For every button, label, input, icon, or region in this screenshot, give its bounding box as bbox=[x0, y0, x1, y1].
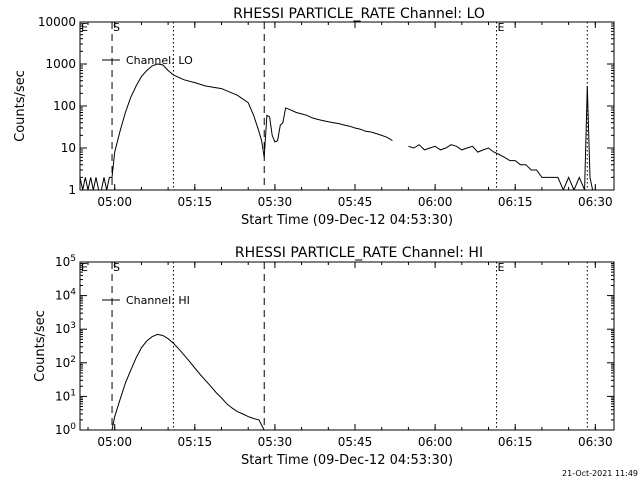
series-line-0-segment-0 bbox=[111, 333, 265, 430]
y-tick-label: 101 bbox=[55, 388, 76, 403]
legend-label: Channel: LO bbox=[126, 54, 193, 67]
y-axis-label: Counts/sec bbox=[13, 70, 28, 142]
x-axis-label: Start Time (09-Dec-12 04:53:30) bbox=[241, 453, 453, 468]
y-tick-label: 105 bbox=[55, 254, 76, 269]
timestamp-footer: 21-Oct-2021 11:49 bbox=[562, 469, 638, 478]
x-tick-label: 05:15 bbox=[178, 435, 213, 449]
x-tick-label: 05:45 bbox=[338, 195, 373, 209]
x-tick-label: 05:00 bbox=[97, 195, 132, 209]
x-tick-label: 06:30 bbox=[578, 435, 613, 449]
x-tick-label: 05:00 bbox=[97, 435, 132, 449]
x-tick-label: 06:15 bbox=[498, 435, 533, 449]
x-tick-label: 05:15 bbox=[178, 195, 213, 209]
x-tick-label: 06:00 bbox=[418, 435, 453, 449]
y-tick-label: 1 bbox=[68, 183, 76, 197]
y-tick-label: 10000 bbox=[38, 15, 76, 29]
x-axis-label: Start Time (09-Dec-12 04:53:30) bbox=[241, 213, 453, 228]
event-marker-label: E bbox=[498, 261, 505, 274]
y-tick-label: 1000 bbox=[45, 57, 76, 71]
x-tick-label: 06:15 bbox=[498, 195, 533, 209]
y-tick-label: 100 bbox=[53, 99, 76, 113]
event-marker-label: E bbox=[498, 21, 505, 34]
lo-channel-plot: RHESSI PARTICLE_RATE Channel: LO 05:00 05:… bbox=[13, 6, 615, 228]
plot-frame bbox=[79, 261, 615, 431]
y-tick-label: 100 bbox=[55, 422, 76, 437]
event-marker-label: E bbox=[81, 21, 88, 34]
x-tick-label: 05:45 bbox=[338, 435, 373, 449]
y-tick-label: 103 bbox=[55, 321, 76, 336]
event-marker-label: E bbox=[81, 261, 88, 274]
x-tick-label: 05:30 bbox=[258, 435, 293, 449]
event-marker-label: S bbox=[113, 261, 120, 274]
chart-title: RHESSI PARTICLE_RATE Channel: LO bbox=[233, 6, 485, 22]
hi-channel-plot: RHESSI PARTICLE_RATE Channel: HI 05:00 05:… bbox=[33, 245, 615, 468]
series-line-0-segment-1 bbox=[408, 85, 594, 190]
chart-title: RHESSI PARTICLE_RATE Channel: HI bbox=[235, 245, 483, 261]
x-tick-label: 05:30 bbox=[258, 195, 293, 209]
x-tick-label: 06:30 bbox=[578, 195, 613, 209]
y-axis-label: Counts/sec bbox=[33, 310, 48, 382]
x-tick-label: 06:00 bbox=[418, 195, 453, 209]
y-tick-label: 102 bbox=[55, 355, 76, 370]
y-tick-label: 10 bbox=[61, 141, 76, 155]
event-marker-label: S bbox=[113, 21, 120, 34]
legend-label: Channel: HI bbox=[126, 294, 190, 307]
plot-frame bbox=[79, 21, 615, 191]
series-line-0-segment-0 bbox=[80, 63, 393, 190]
y-tick-label: 104 bbox=[55, 288, 76, 303]
